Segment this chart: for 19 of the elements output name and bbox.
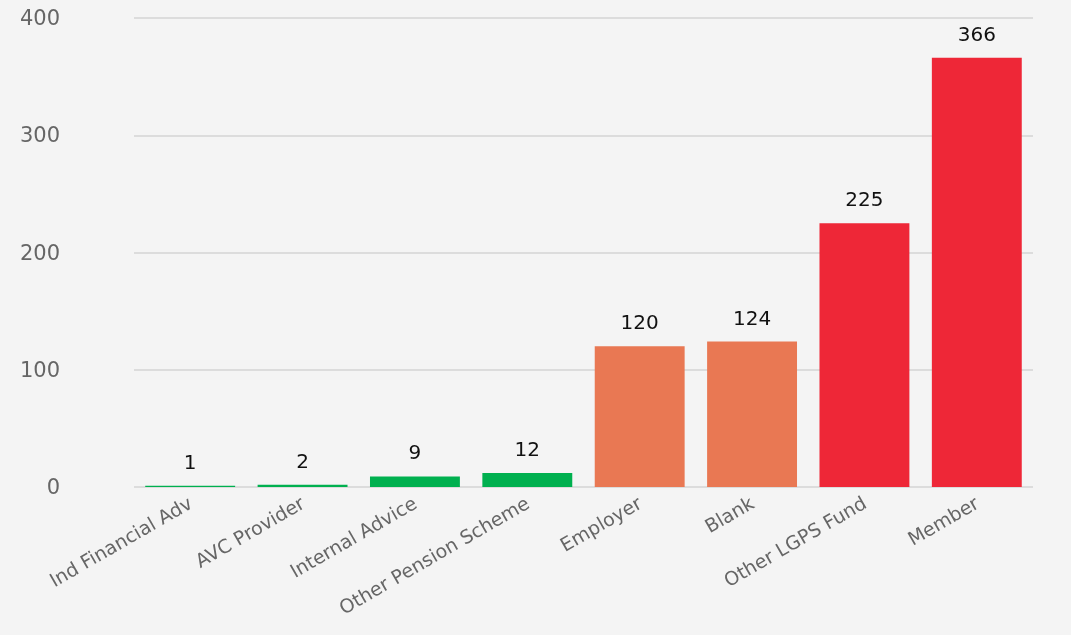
data-label: 124 bbox=[732, 305, 772, 330]
data-label: 9 bbox=[408, 440, 422, 465]
bar bbox=[707, 341, 798, 487]
data-label: 366 bbox=[957, 21, 996, 46]
bar bbox=[369, 476, 460, 487]
y-tick-label: 400 bbox=[19, 6, 60, 30]
y-tick-label: 300 bbox=[19, 123, 60, 148]
bar bbox=[819, 223, 910, 487]
data-label: 120 bbox=[620, 310, 659, 335]
bar bbox=[594, 346, 685, 487]
y-tick-label: 100 bbox=[19, 357, 60, 382]
data-label: 2 bbox=[296, 448, 309, 473]
data-label: 225 bbox=[845, 187, 884, 212]
bar bbox=[482, 472, 573, 487]
y-tick-label: 0 bbox=[46, 475, 60, 499]
y-tick-label: 200 bbox=[19, 240, 60, 265]
bar bbox=[931, 57, 1022, 487]
data-label: 12 bbox=[514, 436, 541, 461]
data-label: 1 bbox=[183, 449, 197, 474]
